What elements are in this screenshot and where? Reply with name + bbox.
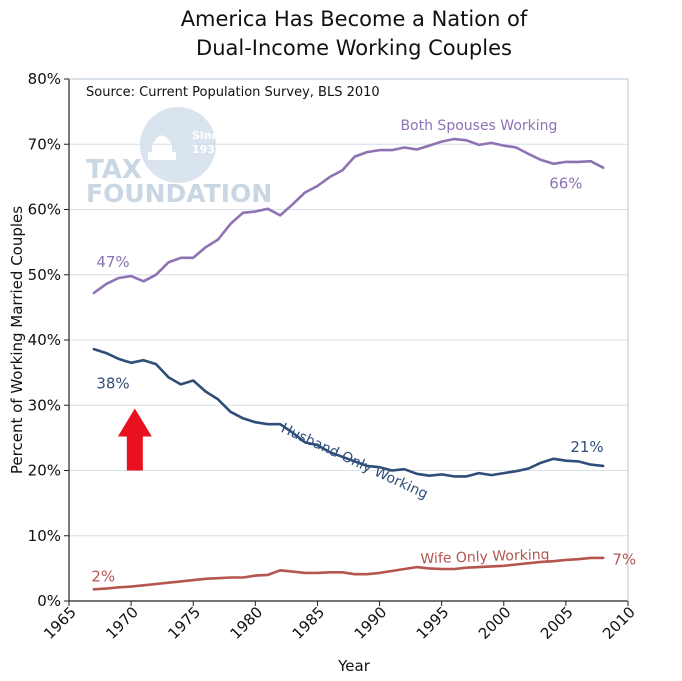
- y-tick-label: 30%: [28, 396, 61, 414]
- y-tick-label: 80%: [28, 70, 61, 88]
- x-tick-label: 2010: [599, 603, 639, 643]
- y-tick-label: 40%: [28, 331, 61, 349]
- capitol-dome-icon: [148, 135, 176, 160]
- x-tick-label: 1995: [413, 603, 453, 643]
- watermark-tax: TAX: [86, 155, 142, 185]
- chart-title-line-1: America Has Become a Nation of: [181, 7, 528, 31]
- series-line-both-spouses-working: [92, 137, 605, 295]
- start-value-both-spouses-working: 47%: [96, 253, 129, 271]
- source-note: Source: Current Population Survey, BLS 2…: [86, 85, 380, 100]
- x-tick-label: 1970: [102, 603, 142, 643]
- series-lines: [92, 137, 605, 591]
- chart-title-line-2: Dual-Income Working Couples: [196, 36, 512, 60]
- x-axis-title: Year: [337, 657, 371, 675]
- end-value-both-spouses-working: 66%: [549, 175, 582, 193]
- watermark-badge-year: 1937: [192, 143, 223, 156]
- series-line-husband-only-working: [92, 347, 605, 478]
- red-arrow-up-icon: [117, 408, 152, 471]
- series-name-both-spouses-working: Both Spouses Working: [400, 118, 557, 134]
- series-name-husband-only-working: Husband Only Working: [278, 420, 430, 502]
- x-tick-label: 1985: [289, 603, 329, 643]
- watermark-foundation: FOUNDATION: [86, 179, 272, 208]
- annotation: [117, 408, 152, 471]
- y-tick-label: 70%: [28, 135, 61, 153]
- start-value-wife-only-working: 2%: [91, 567, 115, 585]
- x-axis-ticks: 1965 1970 1975 1980 1985 1990 1995 2000 2005 2010: [40, 601, 639, 643]
- series-line-wife-only-working: [92, 556, 605, 591]
- y-tick-label: 60%: [28, 201, 61, 219]
- series-name-wife-only-working: Wife Only Working: [420, 547, 550, 567]
- x-tick-label: 1980: [226, 603, 266, 643]
- y-tick-label: 0%: [37, 592, 61, 610]
- watermark-badge-icon: [140, 107, 216, 183]
- y-axis-title: Percent of Working Married Couples: [8, 206, 26, 474]
- x-tick-label: 2005: [537, 603, 577, 643]
- x-tick-label: 1975: [164, 603, 204, 643]
- watermark-badge-since: Since: [192, 129, 226, 142]
- y-tick-label: 10%: [28, 527, 61, 545]
- end-value-wife-only-working: 7%: [612, 550, 636, 568]
- start-value-husband-only-working: 38%: [96, 374, 129, 392]
- tax-foundation-watermark: Since 1937 TAX FOUNDATION: [86, 107, 272, 208]
- x-tick-label: 1990: [351, 603, 391, 643]
- y-tick-label: 50%: [28, 266, 61, 284]
- x-tick-label: 2000: [475, 603, 515, 643]
- y-tick-label: 20%: [28, 462, 61, 480]
- end-value-husband-only-working: 21%: [570, 438, 603, 456]
- y-axis-ticks: 0% 10% 20% 30% 40% 50% 60% 70% 80%: [28, 70, 69, 610]
